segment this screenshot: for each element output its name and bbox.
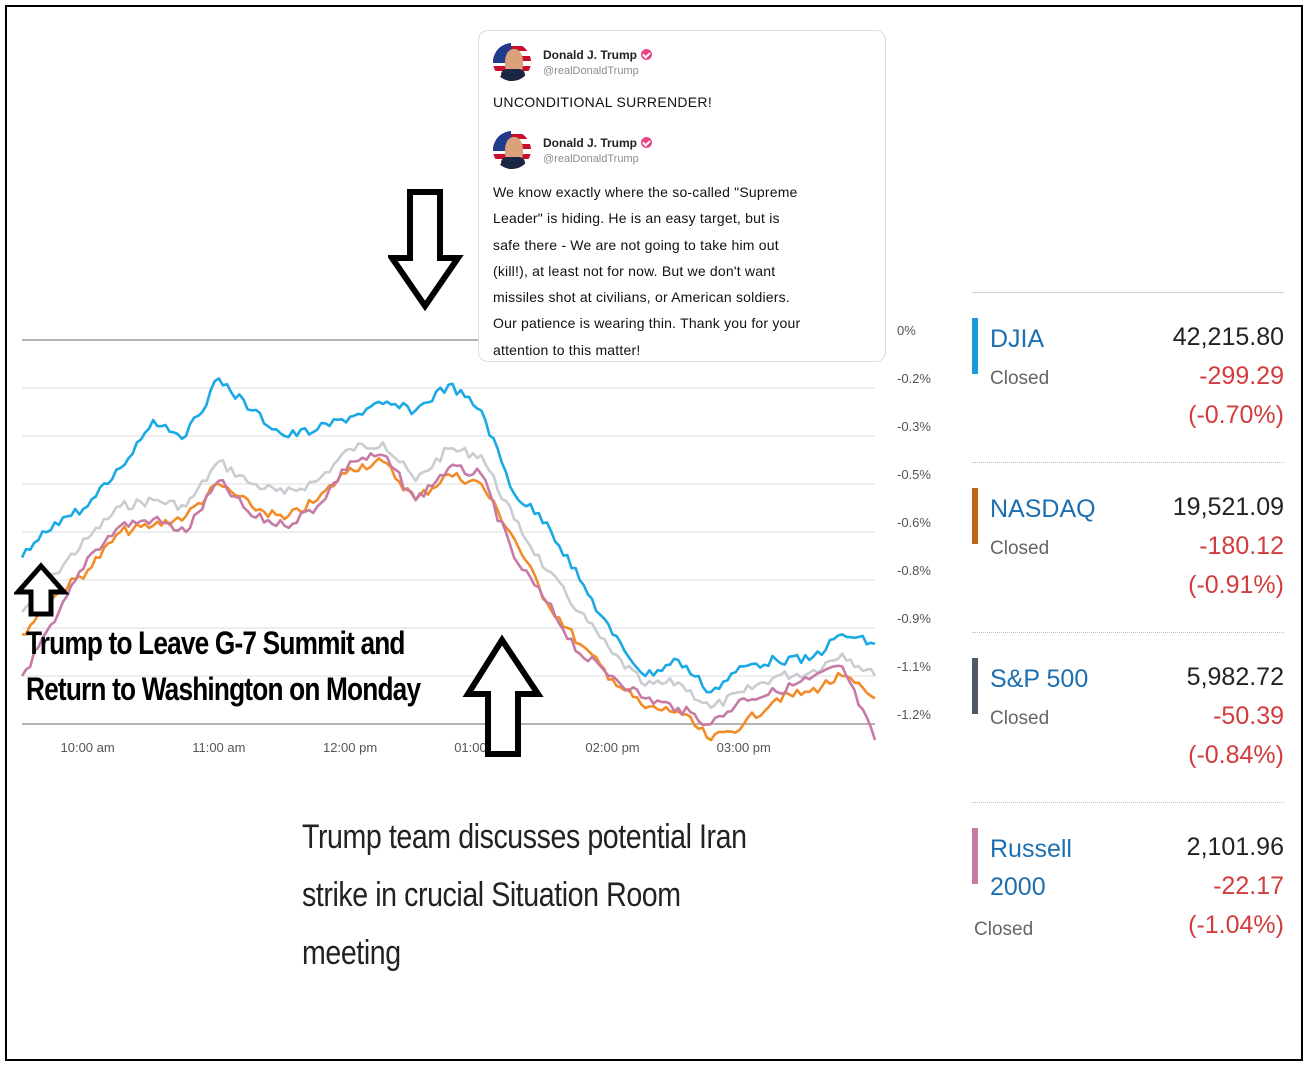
series-lines [20,377,877,742]
tweet-handle: @realDonaldTrump [543,64,639,77]
annotation-line: strike in crucial Situation Room [302,876,681,914]
annotation-g7: Trump to Leave G-7 Summit and Return to … [26,620,421,712]
tweet-line: attention to this matter! [493,341,641,358]
verified-badge-icon [641,137,653,148]
tweet-header: Donald J. Trump @realDonaldTrump [493,43,653,81]
y-tick-label: -0.3% [897,419,931,434]
index-color-bar [972,318,978,374]
index-color-bar [972,488,978,544]
y-tick-label: -0.9% [897,611,931,626]
divider [972,462,1284,463]
index-row-djia[interactable]: DJIA Closed 42,215.80 -299.29 (-0.70%) [972,292,1284,462]
y-tick-label: 0% [897,323,916,338]
tweet-header: Donald J. Trump @realDonaldTrump [493,131,653,169]
index-name-line: Russell [990,835,1072,863]
index-status: Closed [974,919,1034,940]
tweet-handle: @realDonaldTrump [543,152,639,165]
y-tick-label: -1.2% [897,707,931,722]
tweet-line: Leader" is hiding. He is an easy target,… [493,210,780,227]
annotation-line: Trump team discusses potential Iran [302,818,747,856]
avatar [493,43,531,81]
tweet-line: (kill!), at least not for now. But we do… [493,262,776,279]
tweet-text: UNCONDITIONAL SURRENDER! [493,94,713,110]
index-status: Closed [990,708,1050,729]
index-name[interactable]: S&P 500 [990,665,1089,693]
index-status: Closed [990,538,1050,559]
y-tick-label: -0.2% [897,371,931,386]
index-percent: (-0.84%) [1188,741,1284,769]
series-line-russell-2000 [20,452,877,741]
x-tick-label: 10:00 am [61,740,115,755]
index-change: -22.17 [1213,872,1284,900]
index-row-nasdaq[interactable]: NASDAQ Closed 19,521.09 -180.12 (-0.91%) [972,462,1284,632]
avatar [493,131,531,169]
tweet-card: Donald J. Trump @realDonaldTrump UNCONDI… [478,30,886,362]
divider [972,802,1284,803]
tweet-text: We know exactly where the so-called "Sup… [493,179,878,363]
index-name[interactable]: DJIA [990,325,1045,353]
index-name[interactable]: Russell 2000 [990,830,1072,906]
index-value: 2,101.96 [1186,833,1284,861]
index-row-russell2000[interactable]: Russell 2000 Closed 2,101.96 -22.17 (-1.… [972,802,1284,972]
tweet-line: safe there - We are not going to take hi… [493,236,779,253]
down-arrow-icon [388,189,464,312]
image-frame [5,5,1303,1061]
x-axis-ticks: 10:00 am 11:00 am 12:00 pm 01:00 pm 02:00 pm… [61,740,771,755]
index-percent: (-0.70%) [1188,401,1284,429]
index-change: -299.29 [1199,362,1284,390]
x-tick-label: 11:00 am [192,740,245,755]
series-line-s-p-500 [21,441,877,710]
x-tick-label: 02:00 pm [585,740,639,755]
tweet-author: Donald J. Trump [543,47,638,62]
index-percent: (-1.04%) [1188,911,1284,939]
x-tick-label: 03:00 pm [717,740,771,755]
index-color-bar [972,658,978,714]
index-value: 19,521.09 [1172,493,1284,521]
up-arrow-icon [462,634,544,757]
y-tick-label: -0.6% [897,515,931,530]
tweet-author: Donald J. Trump [543,135,638,150]
index-change: -50.39 [1213,702,1284,730]
divider [972,292,1284,293]
x-tick-label: 12:00 pm [323,740,377,755]
index-value: 5,982.72 [1186,663,1284,691]
y-tick-label: -0.5% [897,467,931,482]
annotation-iran: Trump team discusses potential Iran stri… [302,808,747,982]
up-arrow-icon [14,562,70,617]
tweet-line: We know exactly where the so-called "Sup… [493,184,798,200]
index-name-line: 2000 [990,873,1046,901]
tweet-line: missiles shot at civilians, or American … [493,289,790,306]
y-tick-label: -0.8% [897,563,931,578]
index-color-bar [972,828,978,884]
annotation-line: Return to Washington on Monday [26,671,421,707]
tweet-line: Our patience is wearing thin. Thank you … [493,315,801,332]
divider [972,632,1284,633]
annotation-line: Trump to Leave G-7 Summit and [26,625,405,661]
index-row-sp500[interactable]: S&P 500 Closed 5,982.72 -50.39 (-0.84%) [972,632,1284,802]
index-value: 42,215.80 [1172,323,1284,351]
y-axis-ticks: 0% -0.2% -0.3% -0.5% -0.6% -0.8% -0.9% -1.1% -1.… [897,323,931,722]
y-tick-label: -1.1% [897,659,931,674]
index-change: -180.12 [1199,532,1284,560]
annotation-line: meeting [302,934,401,972]
index-name[interactable]: NASDAQ [990,495,1096,523]
series-line-djia [20,377,876,694]
index-percent: (-0.91%) [1188,571,1284,599]
index-status: Closed [990,368,1050,389]
verified-badge-icon [641,49,653,60]
